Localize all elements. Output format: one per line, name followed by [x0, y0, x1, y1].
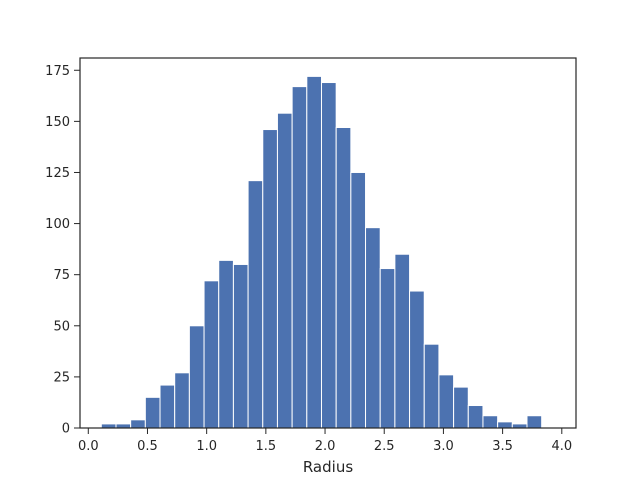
- histogram-bar-0: [100, 423, 117, 429]
- x-tick-label-0: 0.0: [78, 439, 99, 454]
- histogram-bar-15: [320, 82, 337, 429]
- y-tick-label-3: 75: [53, 268, 70, 283]
- histogram-bar-1: [115, 423, 132, 429]
- histogram-bar-25: [467, 405, 484, 429]
- histogram-bar-19: [379, 268, 396, 429]
- histogram-bar-22: [423, 343, 440, 429]
- bars-group: [100, 75, 543, 429]
- x-axis-label: Radius: [303, 458, 353, 476]
- y-tick-label-2: 50: [53, 319, 70, 334]
- y-tick-label-7: 175: [45, 64, 70, 79]
- x-tick-label-2: 1.0: [196, 439, 217, 454]
- x-tick-label-6: 3.0: [433, 439, 454, 454]
- x-tick-label-8: 4.0: [551, 439, 572, 454]
- histogram-bar-11: [262, 129, 278, 429]
- histogram-bar-29: [526, 415, 543, 429]
- histogram-bar-17: [350, 171, 367, 429]
- histogram-bar-21: [409, 290, 425, 429]
- histogram-bar-5: [174, 372, 190, 429]
- histogram-bar-26: [482, 415, 499, 429]
- histogram-bar-8: [218, 259, 234, 429]
- histogram-bar-28: [511, 423, 528, 429]
- histogram-bar-16: [335, 127, 352, 429]
- x-tick-label-3: 1.5: [256, 439, 277, 454]
- histogram-bar-6: [188, 325, 205, 429]
- x-tick-label-7: 3.5: [492, 439, 513, 454]
- y-tick-label-0: 0: [62, 422, 70, 437]
- y-tick-label-5: 125: [45, 166, 70, 181]
- histogram-bar-14: [306, 75, 322, 429]
- histogram-bar-7: [203, 280, 220, 429]
- histogram-bar-13: [291, 86, 308, 429]
- x-tick-label-5: 2.5: [374, 439, 395, 454]
- histogram-bar-4: [159, 384, 176, 429]
- histogram-bar-2: [130, 419, 146, 429]
- histogram-bar-10: [247, 180, 264, 429]
- histogram-bar-24: [453, 386, 469, 429]
- x-axis: 0.0 0.5 1.0 1.5 2.0 2.5 3.0 3.5 4.0: [78, 428, 572, 454]
- histogram-bar-23: [438, 374, 455, 429]
- y-axis: 0 25 50 75 100 125 150 175: [45, 64, 80, 437]
- y-tick-label-4: 100: [45, 217, 70, 232]
- histogram-bar-12: [276, 112, 293, 429]
- plot-frame: [79, 57, 577, 429]
- histogram-bar-18: [365, 227, 381, 429]
- y-tick-label-1: 25: [53, 370, 70, 385]
- histogram-bar-9: [232, 263, 249, 429]
- histogram-bar-3: [144, 396, 161, 429]
- histogram-bar-27: [497, 421, 513, 429]
- x-tick-label-4: 2.0: [315, 439, 336, 454]
- histogram-bar-20: [394, 253, 411, 429]
- x-tick-label-1: 0.5: [137, 439, 158, 454]
- y-tick-label-6: 150: [45, 115, 70, 130]
